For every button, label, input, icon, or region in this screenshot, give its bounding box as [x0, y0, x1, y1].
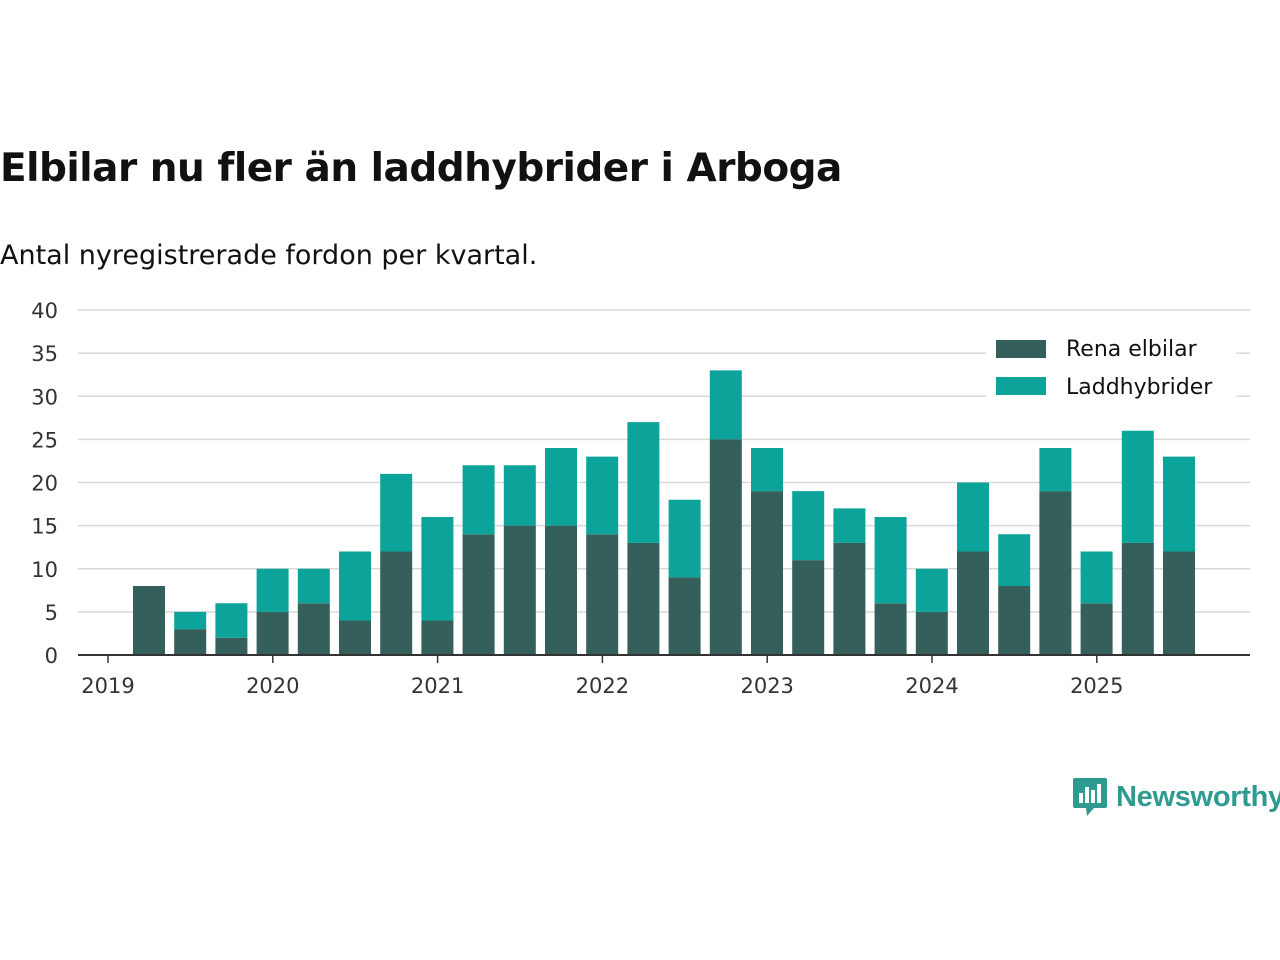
bar-rena-elbilar — [462, 534, 495, 655]
bar-rena-elbilar — [545, 525, 577, 655]
bar-laddhybrider — [833, 508, 866, 543]
y-tick-label: 0 — [45, 644, 58, 668]
bar-laddhybrider — [709, 370, 742, 440]
bar-rena-elbilar — [1121, 542, 1154, 655]
x-tick-label: 2023 — [740, 674, 793, 698]
bar-laddhybrider — [256, 568, 289, 612]
y-axis-ticks: 0 5 10 15 20 25 30 35 40 — [31, 299, 58, 668]
newsworthy-logo: Newsworthy — [1072, 776, 1280, 818]
bar-rena-elbilar — [1080, 603, 1113, 655]
bar-laddhybrider — [998, 534, 1031, 586]
bar-rena-elbilar — [998, 586, 1031, 655]
bar-rena-elbilar — [957, 551, 989, 655]
y-tick-label: 20 — [31, 472, 58, 496]
bar-laddhybrider — [627, 422, 660, 543]
newsworthy-logo-icon — [1073, 778, 1107, 816]
y-tick-label: 15 — [31, 515, 58, 539]
bar-laddhybrider — [874, 517, 907, 604]
x-axis-ticks: 2019 2020 2021 2022 2023 2024 2025 — [81, 655, 1124, 698]
y-tick-label: 40 — [31, 299, 58, 323]
x-tick-label: 2022 — [576, 674, 629, 698]
bar-laddhybrider — [503, 465, 536, 526]
legend-swatch-laddhybrider — [996, 377, 1046, 395]
bar-rena-elbilar — [915, 611, 948, 655]
x-tick-label: 2025 — [1070, 674, 1123, 698]
x-tick-label: 2021 — [411, 674, 464, 698]
bar-rena-elbilar — [339, 620, 371, 655]
legend-label-laddhybrider: Laddhybrider — [1066, 375, 1213, 400]
legend-label-rena-elbilar: Rena elbilar — [1066, 337, 1198, 362]
bar-laddhybrider — [545, 448, 577, 526]
legend-swatch-rena-elbilar — [996, 340, 1046, 358]
y-tick-label: 35 — [31, 342, 58, 366]
bar-rena-elbilar — [215, 637, 248, 655]
y-tick-label: 5 — [45, 601, 58, 625]
x-tick-label: 2024 — [905, 674, 958, 698]
x-tick-label: 2019 — [81, 674, 134, 698]
bar-rena-elbilar — [792, 560, 825, 655]
bar-rena-elbilar — [709, 439, 742, 655]
bar-laddhybrider — [339, 551, 371, 621]
bar-laddhybrider — [297, 568, 330, 604]
bar-laddhybrider — [1163, 456, 1195, 552]
brand-name: Newsworthy — [1116, 780, 1280, 813]
legend: Rena elbilar Laddhybrider — [986, 332, 1236, 408]
bar-laddhybrider — [462, 465, 495, 535]
bar-laddhybrider — [1121, 430, 1154, 543]
bar-laddhybrider — [1080, 551, 1113, 604]
bar-rena-elbilar — [1039, 491, 1072, 655]
bar-rena-elbilar — [174, 629, 207, 655]
bar-rena-elbilar — [133, 586, 165, 655]
bar-laddhybrider — [380, 473, 413, 552]
chart-subtitle: Antal nyregistrerade fordon per kvartal. — [0, 240, 538, 271]
bar-laddhybrider — [586, 456, 619, 535]
bar-rena-elbilar — [668, 577, 701, 655]
bar-laddhybrider — [792, 491, 825, 561]
bar-laddhybrider — [668, 499, 701, 578]
bar-rena-elbilar — [297, 603, 330, 655]
bar-rena-elbilar — [380, 551, 413, 655]
bar-laddhybrider — [215, 603, 248, 638]
bar-rena-elbilar — [833, 542, 866, 655]
bar-rena-elbilar — [874, 603, 907, 655]
y-tick-label: 25 — [31, 428, 58, 452]
bar-laddhybrider — [915, 568, 948, 612]
bar-laddhybrider — [957, 482, 989, 552]
bar-laddhybrider — [421, 517, 454, 621]
x-tick-label: 2020 — [246, 674, 299, 698]
bar-laddhybrider — [174, 611, 207, 630]
bar-laddhybrider — [1039, 448, 1072, 492]
bar-rena-elbilar — [503, 525, 536, 655]
bar-rena-elbilar — [751, 491, 783, 655]
bar-rena-elbilar — [256, 611, 289, 655]
bar-rena-elbilar — [627, 542, 660, 655]
y-tick-label: 10 — [31, 558, 58, 582]
bar-rena-elbilar — [1163, 551, 1195, 655]
bar-rena-elbilar — [421, 620, 454, 655]
bar-laddhybrider — [751, 448, 783, 492]
bar-rena-elbilar — [586, 534, 619, 655]
y-tick-label: 30 — [31, 385, 58, 409]
chart-title: Elbilar nu fler än laddhybrider i Arboga — [0, 146, 842, 191]
bars — [133, 370, 1195, 655]
